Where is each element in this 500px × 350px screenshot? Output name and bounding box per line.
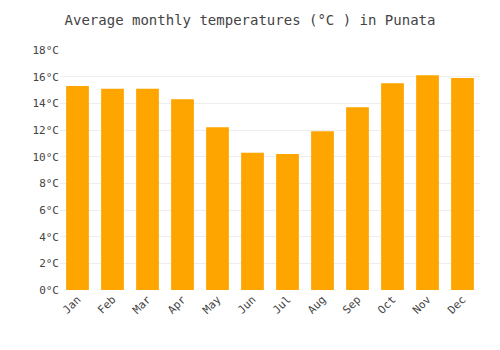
svg-text:Average monthly temperatures (: Average monthly temperatures (°C ) in Pu… bbox=[65, 12, 436, 28]
svg-text:Nov: Nov bbox=[410, 293, 434, 317]
svg-text:Mar: Mar bbox=[130, 293, 154, 317]
svg-text:12°C: 12°C bbox=[33, 124, 60, 137]
svg-text:10°C: 10°C bbox=[33, 151, 60, 164]
svg-text:2°C: 2°C bbox=[39, 257, 59, 270]
svg-text:Dec: Dec bbox=[445, 293, 468, 316]
svg-text:4°C: 4°C bbox=[39, 231, 59, 244]
svg-text:Jul: Jul bbox=[270, 293, 293, 316]
svg-text:Feb: Feb bbox=[95, 293, 118, 316]
svg-text:Jan: Jan bbox=[60, 293, 83, 316]
svg-text:18°C: 18°C bbox=[33, 44, 60, 57]
svg-text:Sep: Sep bbox=[340, 293, 363, 316]
svg-text:8°C: 8°C bbox=[39, 177, 59, 190]
svg-text:Apr: Apr bbox=[165, 293, 189, 317]
svg-text:0°C: 0°C bbox=[39, 284, 59, 297]
svg-text:May: May bbox=[200, 293, 224, 317]
svg-text:Oct: Oct bbox=[375, 293, 398, 316]
svg-text:14°C: 14°C bbox=[33, 97, 60, 110]
svg-text:6°C: 6°C bbox=[39, 204, 59, 217]
svg-text:Aug: Aug bbox=[305, 293, 328, 316]
svg-text:Jun: Jun bbox=[235, 293, 258, 316]
svg-text:16°C: 16°C bbox=[33, 71, 60, 84]
